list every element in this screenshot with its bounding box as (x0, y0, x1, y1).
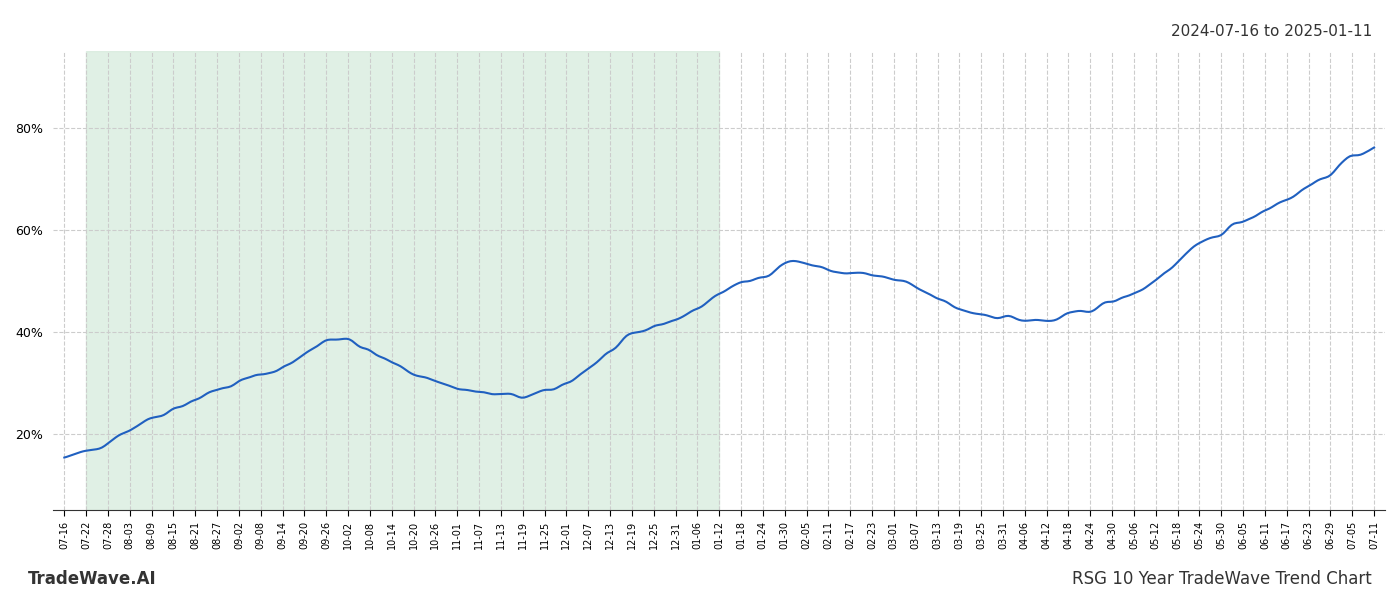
Text: 2024-07-16 to 2025-01-11: 2024-07-16 to 2025-01-11 (1170, 24, 1372, 39)
Text: TradeWave.AI: TradeWave.AI (28, 570, 157, 588)
Text: RSG 10 Year TradeWave Trend Chart: RSG 10 Year TradeWave Trend Chart (1072, 570, 1372, 588)
Bar (87, 51, 720, 510)
